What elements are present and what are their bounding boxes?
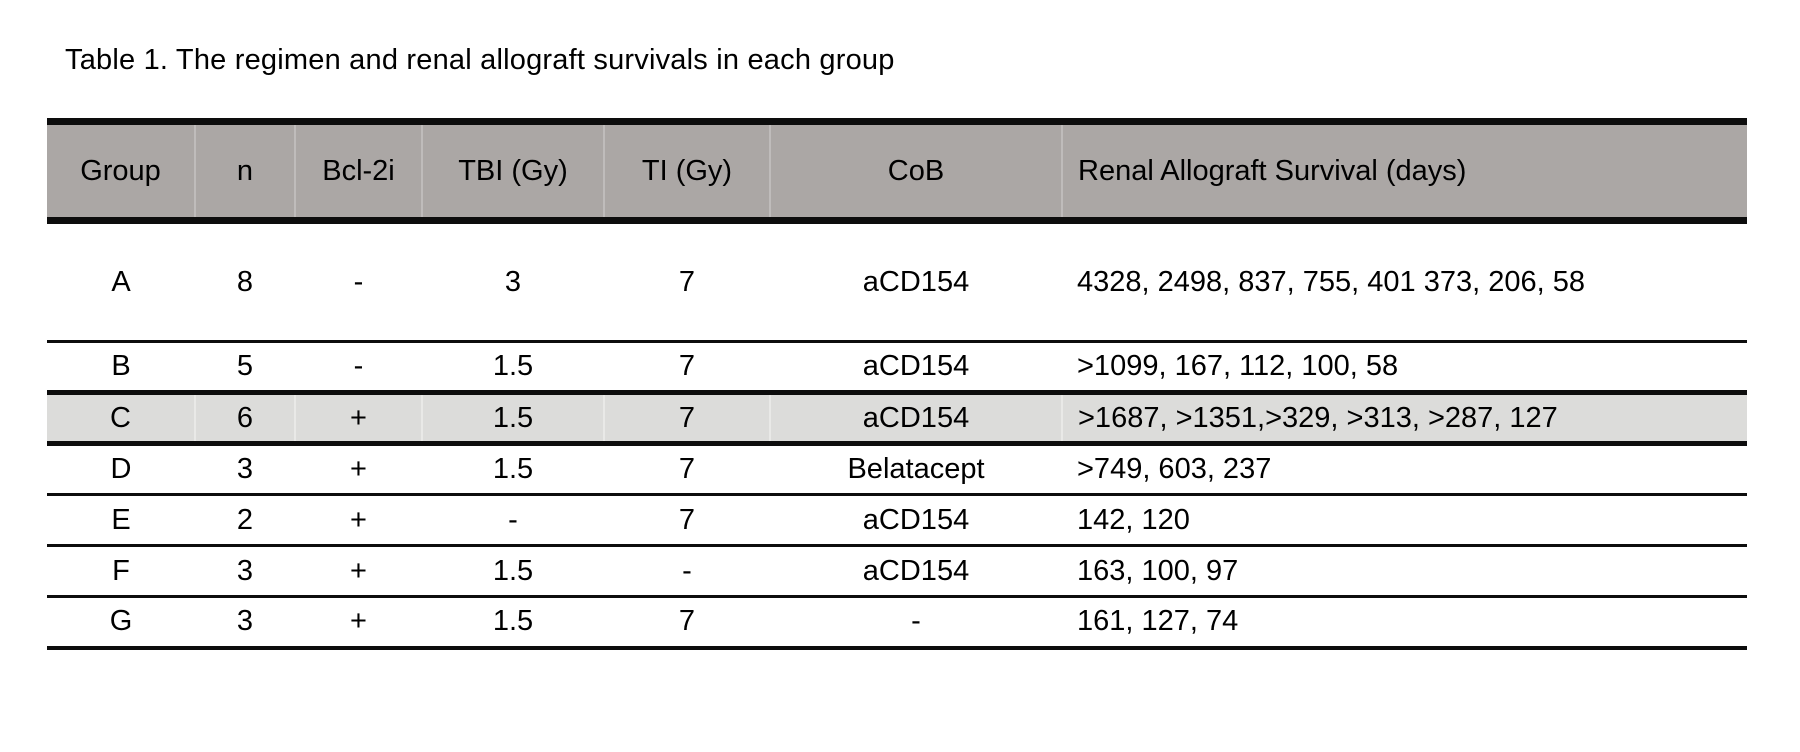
- cell-group: F: [47, 545, 195, 598]
- cell-cob: aCD154: [770, 545, 1062, 598]
- cell-n: 3: [195, 545, 295, 598]
- cell-tbi: 1.5: [421, 392, 604, 446]
- cell-bcl2i: +: [294, 392, 422, 446]
- column-header-group: Group: [47, 118, 195, 224]
- cell-ti: 7: [604, 494, 770, 547]
- cell-n: 6: [194, 392, 295, 446]
- cell-cob: aCD154: [769, 392, 1062, 446]
- table-row-group-d: D 3 + 1.5 7 Belatacept >749, 603, 237: [47, 443, 1747, 496]
- cell-tbi: -: [422, 494, 604, 547]
- cell-survival: 4328, 2498, 837, 755, 401 373, 206, 58: [1062, 220, 1747, 343]
- table-title: Table 1. The regimen and renal allograft…: [65, 44, 895, 76]
- cell-cob: Belatacept: [770, 443, 1062, 496]
- cell-cob: aCD154: [770, 494, 1062, 547]
- cell-group: D: [47, 443, 195, 496]
- cell-tbi: 1.5: [422, 341, 604, 395]
- cell-bcl2i: +: [295, 443, 422, 496]
- table-row-group-c: C 6 + 1.5 7 aCD154 >1687, >1351,>329, >3…: [47, 392, 1747, 446]
- header-row: Group n Bcl-2i TBI (Gy) TI (Gy) CoB Rena…: [47, 118, 1747, 224]
- cell-survival: 142, 120: [1062, 494, 1747, 547]
- cell-ti: 7: [604, 443, 770, 496]
- cell-survival: >749, 603, 237: [1062, 443, 1747, 496]
- cell-bcl2i: +: [295, 494, 422, 547]
- cell-n: 5: [195, 341, 295, 395]
- cell-group: E: [47, 494, 195, 547]
- table-row-group-a: A 8 - 3 7 aCD154 4328, 2498, 837, 755, 4…: [47, 220, 1747, 343]
- cell-survival: >1687, >1351,>329, >313, >287, 127: [1061, 392, 1747, 446]
- cell-ti: 7: [604, 341, 770, 395]
- cell-bcl2i: +: [295, 545, 422, 598]
- cell-n: 8: [195, 220, 295, 343]
- cell-ti: -: [604, 545, 770, 598]
- cell-group: G: [47, 596, 195, 650]
- column-header-cob: CoB: [769, 118, 1062, 224]
- column-header-survival: Renal Allograft Survival (days): [1061, 118, 1747, 224]
- cell-survival: >1099, 167, 112, 100, 58: [1062, 341, 1747, 395]
- cell-ti: 7: [604, 596, 770, 650]
- table-row-group-b: B 5 - 1.5 7 aCD154 >1099, 167, 112, 100,…: [47, 341, 1747, 395]
- table-row-group-g: G 3 + 1.5 7 - 161, 127, 74: [47, 596, 1747, 650]
- cell-n: 2: [195, 494, 295, 547]
- cell-group: C: [47, 392, 195, 446]
- column-header-bcl2i: Bcl-2i: [294, 118, 422, 224]
- regimen-survival-table: Group n Bcl-2i TBI (Gy) TI (Gy) CoB Rena…: [47, 118, 1747, 650]
- table-row-group-e: E 2 + - 7 aCD154 142, 120: [47, 494, 1747, 547]
- cell-tbi: 3: [422, 220, 604, 343]
- table-body: A 8 - 3 7 aCD154 4328, 2498, 837, 755, 4…: [47, 220, 1747, 650]
- cell-bcl2i: -: [295, 220, 422, 343]
- cell-bcl2i: -: [295, 341, 422, 395]
- column-header-tbi: TBI (Gy): [421, 118, 604, 224]
- table-row-group-f: F 3 + 1.5 - aCD154 163, 100, 97: [47, 545, 1747, 598]
- column-header-n: n: [194, 118, 295, 224]
- cell-group: B: [47, 341, 195, 395]
- table-header: Group n Bcl-2i TBI (Gy) TI (Gy) CoB Rena…: [47, 118, 1747, 224]
- column-header-ti: TI (Gy): [603, 118, 770, 224]
- cell-ti: 7: [603, 392, 770, 446]
- cell-n: 3: [195, 596, 295, 650]
- cell-tbi: 1.5: [422, 596, 604, 650]
- cell-survival: 163, 100, 97: [1062, 545, 1747, 598]
- cell-ti: 7: [604, 220, 770, 343]
- cell-group: A: [47, 220, 195, 343]
- cell-n: 3: [195, 443, 295, 496]
- cell-survival: 161, 127, 74: [1062, 596, 1747, 650]
- cell-cob: aCD154: [770, 220, 1062, 343]
- cell-cob: -: [770, 596, 1062, 650]
- cell-tbi: 1.5: [422, 443, 604, 496]
- cell-cob: aCD154: [770, 341, 1062, 395]
- cell-bcl2i: +: [295, 596, 422, 650]
- cell-tbi: 1.5: [422, 545, 604, 598]
